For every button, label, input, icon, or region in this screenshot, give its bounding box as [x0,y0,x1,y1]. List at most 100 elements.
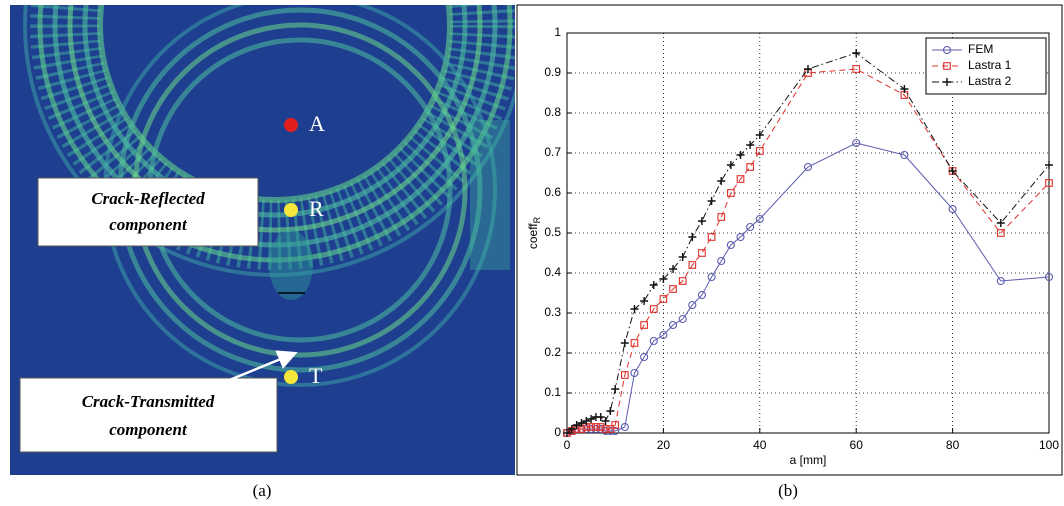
axes-frame [566,32,1050,434]
x-tick-label: 60 [850,438,864,452]
marker [563,429,571,437]
marker [678,314,687,324]
marker [659,275,668,283]
marker [688,300,697,310]
marker [596,413,605,421]
marker [630,305,639,313]
y-tick-label: 0.6 [544,185,561,199]
callout-box [37,177,259,247]
marker [688,261,697,269]
marker [1045,161,1053,169]
marker [620,371,629,379]
marker [630,339,639,347]
marker [582,417,591,425]
marker [755,214,764,224]
marker [640,297,649,305]
marker [803,162,813,172]
marker [669,265,678,273]
y-tick-label: 0.3 [544,305,561,319]
legend-label: FEM [968,42,993,56]
marker [688,233,697,241]
y-tick-label: 0.4 [544,265,561,279]
marker [587,423,595,431]
marker [900,150,909,160]
x-tick-label: 80 [946,438,960,452]
marker [717,213,726,221]
series-line [566,68,1050,434]
marker [611,421,620,429]
callout-text: component [109,420,188,439]
marker [601,417,610,425]
marker [567,425,576,433]
marker [726,161,735,169]
marker [755,147,764,155]
marker [630,368,639,378]
x-tick-label: 100 [1039,438,1059,452]
y-tick-label: 0.7 [544,145,561,159]
marker [755,131,764,139]
marker [707,233,716,241]
y-tick-label: 0.2 [544,345,561,359]
callout-text: Crack-Transmitted [82,392,215,411]
marker [698,249,706,257]
marker [577,419,586,427]
marker [996,219,1005,227]
y-axis-label: coeffR [526,216,542,249]
marker [601,425,610,433]
legend-label: Lastra 2 [968,74,1012,88]
marker [669,285,677,293]
marker [640,352,649,362]
marker [668,320,678,330]
marker [746,163,755,171]
marker [659,295,668,303]
marker [640,321,648,329]
marker [659,330,668,340]
y-tick-label: 0.1 [544,385,561,399]
x-tick-label: 0 [564,438,571,452]
marker [572,421,581,429]
x-tick-label: 20 [657,438,671,452]
marker [736,151,745,159]
marker [746,141,755,149]
marker [943,78,951,86]
marker [717,256,726,266]
marker [611,385,620,393]
marker [611,426,620,436]
marker [943,62,951,70]
callout-text: Crack-Reflected [91,189,205,208]
y-tick-label: 0.8 [544,105,561,119]
marker [852,138,861,148]
y-tick-label: 0.9 [544,65,561,79]
y-axis-label-subscript: R [532,216,542,223]
y-tick-label: 1 [554,25,561,39]
marker [678,277,687,285]
marker [996,276,1005,286]
marker [1045,179,1053,187]
arrow [204,350,298,392]
caption: (a) [253,481,272,500]
marker [900,85,909,93]
marker [852,49,861,57]
marker [707,197,716,205]
marker [606,407,615,415]
marker [804,65,812,73]
point-label: R [309,196,324,221]
marker [596,423,605,431]
marker [726,240,735,250]
marker [852,65,861,73]
marker [948,204,957,214]
marker [649,336,658,346]
marker [717,177,726,185]
marker [1044,272,1054,282]
marker [587,415,596,423]
caption: (b) [778,481,798,500]
x-tick-label: 40 [753,438,767,452]
marker [736,232,745,242]
marker [697,290,707,300]
x-axis-label: a [mm] [790,453,827,467]
y-tick-label: 0.5 [544,225,561,239]
marker [678,253,687,261]
marker [697,217,706,225]
